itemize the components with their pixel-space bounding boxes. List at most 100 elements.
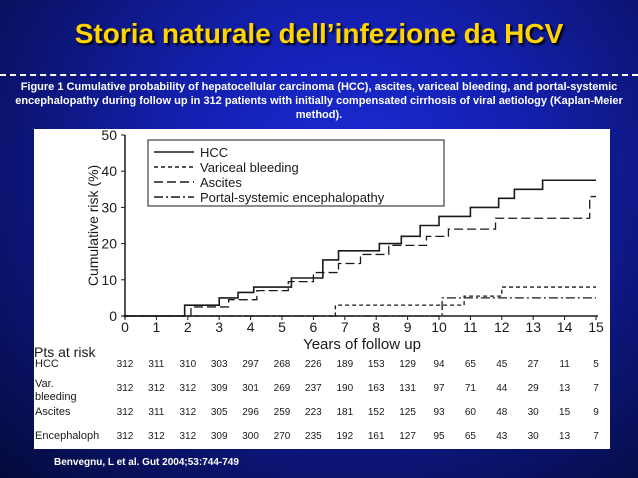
risk-cell: 192 xyxy=(336,431,353,442)
x-tick-label: 8 xyxy=(372,319,380,335)
x-tick-label: 6 xyxy=(310,319,318,335)
risk-cell: 181 xyxy=(336,407,353,418)
risk-cell: 310 xyxy=(179,359,196,370)
y-tick-label: 40 xyxy=(101,163,117,179)
legend-label: Variceal bleeding xyxy=(200,160,299,175)
risk-table-title: Pts at risk xyxy=(34,344,96,360)
risk-cell: 15 xyxy=(559,407,571,418)
risk-cell: 311 xyxy=(148,407,164,418)
x-tick-label: 2 xyxy=(184,319,192,335)
risk-cell: 312 xyxy=(179,407,196,418)
risk-cell: 301 xyxy=(242,383,259,394)
x-tick-label: 7 xyxy=(341,319,349,335)
risk-cell: 300 xyxy=(242,431,259,442)
risk-cell: 237 xyxy=(305,383,322,394)
risk-cell: 312 xyxy=(148,383,165,394)
risk-cell: 268 xyxy=(274,359,291,370)
risk-cell: 97 xyxy=(433,383,445,394)
risk-row-label: Ascites xyxy=(35,406,71,418)
x-tick-label: 0 xyxy=(121,319,129,335)
legend-box xyxy=(147,139,445,207)
risk-cell: 259 xyxy=(274,407,291,418)
risk-cell: 309 xyxy=(211,431,228,442)
risk-cell: 127 xyxy=(399,431,416,442)
y-tick-label: 30 xyxy=(101,199,117,215)
risk-cell: 296 xyxy=(242,407,259,418)
risk-cell: 94 xyxy=(433,359,445,370)
risk-cell: 312 xyxy=(117,359,134,370)
risk-cell: 152 xyxy=(368,407,385,418)
series-line-hcc xyxy=(125,179,596,317)
risk-row-label: bleeding xyxy=(35,391,77,403)
x-tick-label: 5 xyxy=(278,319,286,335)
risk-cell: 312 xyxy=(117,383,134,394)
x-axis-title: Years of follow up xyxy=(303,336,421,353)
x-tick-label: 13 xyxy=(525,319,541,335)
risk-cell: 163 xyxy=(368,383,385,394)
risk-cell: 312 xyxy=(117,407,134,418)
risk-row-label: Encephaloph xyxy=(35,430,99,442)
x-tick-label: 3 xyxy=(215,319,223,335)
risk-cell: 312 xyxy=(179,383,196,394)
risk-cell: 312 xyxy=(117,431,134,442)
series-line-variceal-bleeding xyxy=(125,286,596,317)
risk-cell: 60 xyxy=(465,407,477,418)
y-axis-title: Cumulative risk (%) xyxy=(85,165,101,286)
risk-cell: 223 xyxy=(305,407,322,418)
risk-cell: 30 xyxy=(528,407,540,418)
risk-cell: 312 xyxy=(179,431,196,442)
risk-cell: 71 xyxy=(465,383,477,394)
x-tick-label: 1 xyxy=(153,319,161,335)
x-tick-label: 12 xyxy=(494,319,510,335)
legend-label: HCC xyxy=(200,145,228,160)
risk-cell: 269 xyxy=(274,383,291,394)
risk-cell: 235 xyxy=(305,431,322,442)
risk-cell: 65 xyxy=(465,359,477,370)
y-tick-label: 20 xyxy=(101,236,117,252)
risk-cell: 161 xyxy=(368,431,385,442)
risk-cell: 93 xyxy=(433,407,445,418)
x-tick-label: 14 xyxy=(557,319,573,335)
risk-cell: 13 xyxy=(559,431,571,442)
y-tick-label: 10 xyxy=(101,272,117,288)
risk-cell: 5 xyxy=(593,359,599,370)
risk-cell: 297 xyxy=(242,359,259,370)
risk-cell: 48 xyxy=(496,407,508,418)
risk-cell: 43 xyxy=(496,431,508,442)
risk-cell: 7 xyxy=(593,383,599,394)
risk-cell: 29 xyxy=(528,383,540,394)
x-tick-label: 15 xyxy=(588,319,604,335)
x-tick-label: 10 xyxy=(431,319,447,335)
x-tick-label: 9 xyxy=(404,319,412,335)
risk-cell: 189 xyxy=(336,359,353,370)
x-tick-label: 4 xyxy=(247,319,255,335)
series-line-ascites xyxy=(125,195,596,317)
figure-panel: 0 10 20 30 40 50 0 1 2 3 4 5 6 7 8 9 10 11 12 13 14 15 Years o… xyxy=(34,129,610,449)
risk-cell: 311 xyxy=(148,359,164,370)
risk-cell: 45 xyxy=(496,359,508,370)
risk-cell: 27 xyxy=(528,359,540,370)
risk-cell: 305 xyxy=(211,407,228,418)
risk-row-label: HCC xyxy=(35,358,59,370)
risk-cell: 13 xyxy=(559,383,571,394)
risk-cell: 44 xyxy=(496,383,508,394)
figure-caption: Figure 1 Cumulative probability of hepat… xyxy=(15,81,623,121)
risk-cell: 65 xyxy=(465,431,477,442)
dashed-divider xyxy=(0,74,638,76)
legend-label: Ascites xyxy=(200,175,242,190)
legend-label: Portal-systemic encephalopathy xyxy=(200,190,385,205)
risk-cell: 7 xyxy=(593,431,599,442)
risk-cell: 226 xyxy=(305,359,322,370)
risk-cell: 153 xyxy=(368,359,385,370)
risk-cell: 131 xyxy=(399,383,416,394)
risk-cell: 9 xyxy=(593,407,599,418)
risk-cell: 312 xyxy=(148,431,165,442)
risk-row-label: Var. xyxy=(35,378,54,390)
risk-cell: 190 xyxy=(336,383,353,394)
risk-cell: 303 xyxy=(211,359,228,370)
citation: Benvegnu, L et al. Gut 2004;53:744-749 xyxy=(54,457,239,468)
risk-cell: 270 xyxy=(274,431,291,442)
risk-cell: 125 xyxy=(399,407,416,418)
x-tick-label: 11 xyxy=(463,319,478,335)
